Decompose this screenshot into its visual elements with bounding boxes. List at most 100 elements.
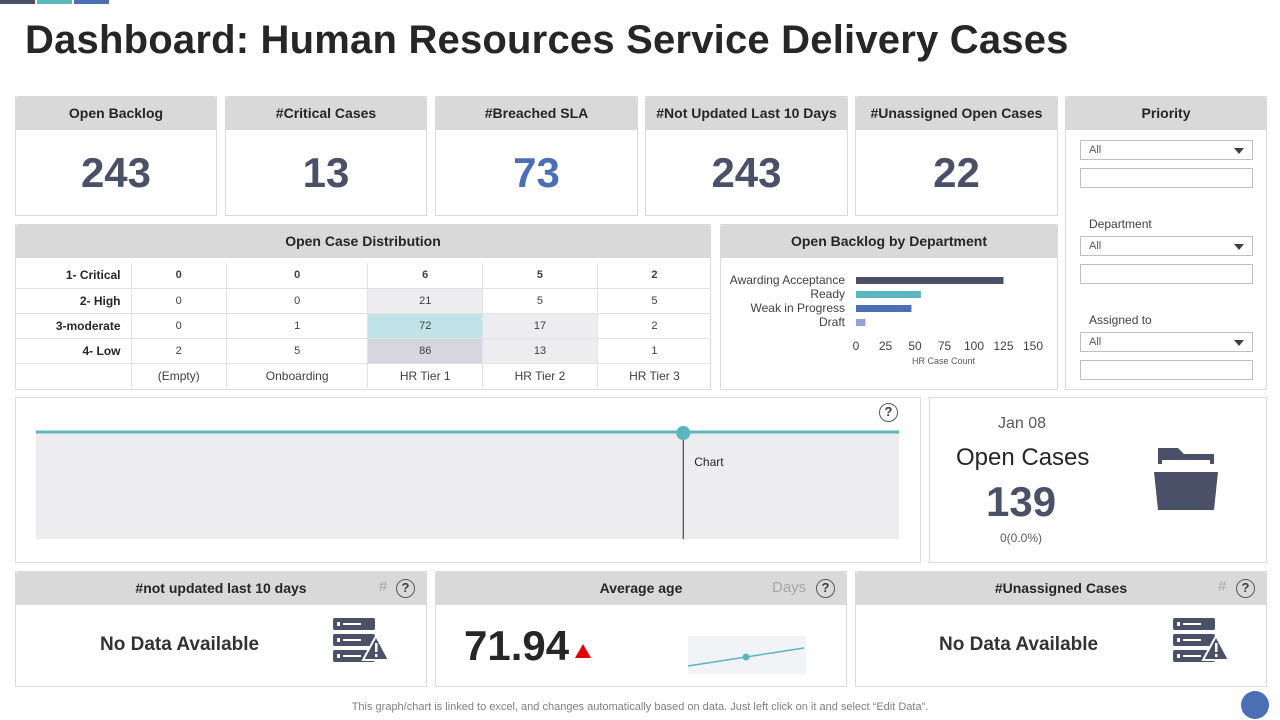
table-cell[interactable]: 13 bbox=[482, 338, 598, 364]
kpi-value: 243 bbox=[80, 149, 152, 196]
table-cell[interactable]: 2 bbox=[597, 263, 711, 289]
tick-label: 25 bbox=[879, 339, 893, 353]
footer-note: This graph/chart is linked to excel, and… bbox=[351, 701, 929, 713]
unassigned-panel: #Unassigned Cases # ? No Data Available bbox=[855, 571, 1267, 687]
table-cell[interactable]: 5 bbox=[482, 263, 598, 289]
table-cell[interactable]: 72 bbox=[367, 313, 484, 339]
accent-bar-blue bbox=[74, 0, 109, 4]
tick-label: 150 bbox=[1023, 339, 1043, 353]
not-updated-title: #not updated last 10 days bbox=[15, 571, 427, 605]
accent-bar-teal bbox=[37, 0, 72, 4]
page-title: Dashboard: Human Resources Service Deliv… bbox=[25, 18, 1069, 62]
chart-label: Chart bbox=[694, 455, 724, 469]
department-search-input[interactable] bbox=[1080, 264, 1253, 284]
unit-label: Days bbox=[772, 579, 807, 596]
table-cell[interactable]: 2 bbox=[131, 338, 227, 364]
average-age-sparkline bbox=[687, 636, 806, 674]
assigned-to-search-input[interactable] bbox=[1080, 360, 1253, 380]
table-header-row: (Empty) Onboarding HR Tier 1 HR Tier 2 H… bbox=[16, 363, 711, 388]
page-indicator-dot[interactable] bbox=[1241, 691, 1269, 719]
chevron-down-icon bbox=[1234, 148, 1244, 154]
department-select-value: All bbox=[1089, 240, 1102, 252]
sparkline-point bbox=[742, 653, 750, 661]
tick-label: 100 bbox=[964, 339, 984, 353]
kpi-card-not-updated[interactable]: #Not Updated Last 10 Days 243 bbox=[645, 96, 848, 216]
trend-chart-panel: Chart ? bbox=[15, 397, 921, 563]
table-cell[interactable]: 1 bbox=[226, 313, 369, 339]
average-age-title: Average age bbox=[435, 571, 847, 605]
server-warning-icon bbox=[333, 618, 391, 662]
kpi-card-breached-sla[interactable]: #Breached SLA 73 bbox=[435, 96, 638, 216]
column-header: Onboarding bbox=[226, 363, 369, 388]
unit-label: # bbox=[379, 578, 388, 595]
not-updated-panel: #not updated last 10 days # ? No Data Av… bbox=[15, 571, 427, 687]
table-cell[interactable]: 5 bbox=[482, 288, 598, 314]
help-icon[interactable]: ? bbox=[816, 579, 835, 598]
no-data-message: No Data Available bbox=[939, 634, 1099, 655]
table-row: 2- High 0 0 21 5 5 bbox=[16, 288, 711, 314]
trend-line-chart[interactable]: Chart bbox=[16, 398, 920, 562]
row-label: 2- High bbox=[16, 288, 132, 314]
backlog-by-department-panel: Open Backlog by Department Awarding Acce… bbox=[720, 224, 1058, 390]
x-axis-label: HR Case Count bbox=[912, 356, 976, 366]
bar bbox=[856, 291, 921, 298]
open-cases-panel: Jan 08 Open Cases 139 0(0.0%) bbox=[929, 397, 1267, 563]
chevron-down-icon bbox=[1234, 340, 1244, 346]
unit-label: # bbox=[1218, 578, 1227, 595]
column-header: (Empty) bbox=[131, 363, 227, 388]
table-cell[interactable]: 21 bbox=[367, 288, 484, 314]
department-select[interactable]: All bbox=[1080, 236, 1253, 256]
kpi-label: #Breached SLA bbox=[435, 96, 638, 130]
accent-bar-dark bbox=[0, 0, 35, 4]
table-cell[interactable]: 0 bbox=[131, 313, 227, 339]
table-cell[interactable]: 2 bbox=[597, 313, 711, 339]
department-label: Department bbox=[1089, 217, 1152, 231]
kpi-value: 22 bbox=[933, 149, 980, 196]
table-row: 1- Critical 0 0 6 5 2 bbox=[16, 263, 711, 289]
help-icon[interactable]: ? bbox=[396, 579, 415, 598]
table-cell[interactable]: 5 bbox=[226, 338, 369, 364]
table-cell[interactable]: 6 bbox=[367, 263, 484, 289]
kpi-label: #Not Updated Last 10 Days bbox=[645, 96, 848, 130]
distribution-title: Open Case Distribution bbox=[15, 224, 711, 258]
table-cell[interactable]: 0 bbox=[131, 288, 227, 314]
trend-up-icon bbox=[575, 644, 591, 658]
distribution-table: 1- Critical 0 0 6 5 2 2- High 0 0 21 5 5… bbox=[16, 263, 711, 388]
open-cases-delta: 0(0.0%) bbox=[1000, 531, 1043, 545]
bar bbox=[856, 277, 1004, 284]
open-cases-date: Jan 08 bbox=[998, 415, 1047, 432]
kpi-card-unassigned-open[interactable]: #Unassigned Open Cases 22 bbox=[855, 96, 1058, 216]
tick-label: 125 bbox=[993, 339, 1013, 353]
help-icon[interactable]: ? bbox=[1236, 579, 1255, 598]
average-age-value: 71.94 bbox=[464, 622, 570, 669]
table-row: 4- Low 2 5 86 13 1 bbox=[16, 338, 711, 364]
kpi-card-open-backlog[interactable]: Open Backlog 243 bbox=[15, 96, 217, 216]
filter-panel: Priority All Department All Assigned to … bbox=[1065, 96, 1267, 390]
table-cell[interactable]: 17 bbox=[482, 313, 598, 339]
row-label: 1- Critical bbox=[16, 263, 132, 289]
kpi-card-critical-cases[interactable]: #Critical Cases 13 bbox=[225, 96, 427, 216]
priority-select[interactable]: All bbox=[1080, 140, 1253, 160]
assigned-to-select[interactable]: All bbox=[1080, 332, 1253, 352]
folder-icon bbox=[1154, 448, 1218, 510]
table-cell[interactable]: 0 bbox=[131, 263, 227, 289]
column-header: HR Tier 3 bbox=[629, 368, 680, 383]
no-data-message: No Data Available bbox=[100, 634, 260, 655]
row-label: 4- Low bbox=[16, 338, 132, 364]
category-label: Ready bbox=[810, 287, 845, 301]
category-label: Awarding Acceptance bbox=[730, 273, 846, 287]
table-cell[interactable]: 0 bbox=[226, 263, 369, 289]
open-case-distribution-panel: Open Case Distribution 1- Critical 0 0 6… bbox=[15, 224, 711, 390]
table-cell[interactable]: 5 bbox=[597, 288, 711, 314]
backlog-chart-title: Open Backlog by Department bbox=[720, 224, 1058, 258]
priority-search-input[interactable] bbox=[1080, 168, 1253, 188]
filter-panel-title: Priority bbox=[1065, 96, 1267, 130]
table-cell[interactable]: 0 bbox=[226, 288, 369, 314]
bar bbox=[856, 305, 912, 312]
table-cell[interactable]: 86 bbox=[367, 338, 484, 364]
average-age-panel: Average age Days ? 71.94 bbox=[435, 571, 847, 687]
table-cell[interactable]: 1 bbox=[597, 338, 711, 364]
help-icon[interactable]: ? bbox=[879, 403, 898, 422]
assigned-to-label: Assigned to bbox=[1089, 313, 1152, 327]
